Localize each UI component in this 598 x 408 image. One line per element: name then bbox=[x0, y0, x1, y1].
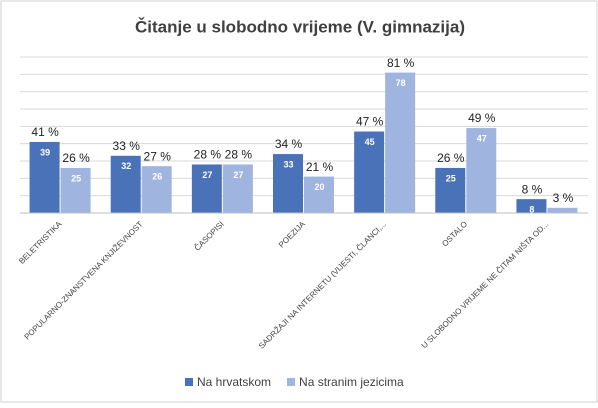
count-label: 27 bbox=[202, 170, 212, 180]
legend-label: Na stranim jezicima bbox=[299, 375, 404, 389]
data-label: 8 % bbox=[522, 182, 543, 196]
count-label: 78 bbox=[396, 78, 406, 88]
bar bbox=[547, 207, 578, 213]
bar bbox=[304, 176, 334, 213]
bar bbox=[385, 72, 416, 213]
bar bbox=[273, 154, 303, 213]
data-label: 21 % bbox=[306, 160, 334, 174]
data-label: 41 % bbox=[31, 125, 59, 139]
bar bbox=[110, 155, 141, 213]
count-label: 26 bbox=[152, 172, 162, 182]
data-label: 28 % bbox=[194, 148, 222, 162]
count-label: 25 bbox=[446, 173, 456, 183]
count-label: 32 bbox=[121, 161, 131, 171]
legend-swatch bbox=[287, 378, 296, 386]
count-label: 25 bbox=[71, 173, 81, 183]
count-label: 20 bbox=[314, 182, 324, 192]
count-label: 33 bbox=[283, 159, 293, 169]
data-label: 49 % bbox=[468, 111, 496, 125]
data-label: 26 % bbox=[437, 151, 465, 165]
data-label: 81 % bbox=[387, 56, 415, 70]
bar bbox=[60, 167, 91, 213]
count-label: 8 bbox=[529, 205, 534, 215]
count-label: 47 bbox=[477, 133, 487, 143]
bar bbox=[516, 199, 547, 213]
bar bbox=[29, 141, 60, 213]
data-label: 27 % bbox=[144, 149, 172, 163]
data-label: 33 % bbox=[113, 139, 141, 153]
bar bbox=[435, 167, 466, 213]
count-label: 45 bbox=[365, 137, 375, 147]
chart-title: Čitanje u slobodno vrijeme (V. gimnazija… bbox=[135, 17, 465, 36]
count-label: 27 bbox=[233, 170, 243, 180]
bar bbox=[191, 164, 222, 213]
bar bbox=[141, 166, 172, 213]
bar bbox=[222, 164, 253, 213]
bar bbox=[354, 131, 385, 213]
data-label: 3 % bbox=[553, 191, 574, 205]
data-label: 34 % bbox=[275, 137, 303, 151]
legend-label: Na hrvatskom bbox=[197, 375, 271, 389]
data-label: 26 % bbox=[62, 151, 90, 165]
bar bbox=[466, 128, 497, 213]
data-label: 47 % bbox=[356, 115, 384, 129]
count-label: 39 bbox=[40, 147, 50, 157]
data-label: 28 % bbox=[225, 148, 253, 162]
legend-swatch bbox=[185, 378, 193, 386]
